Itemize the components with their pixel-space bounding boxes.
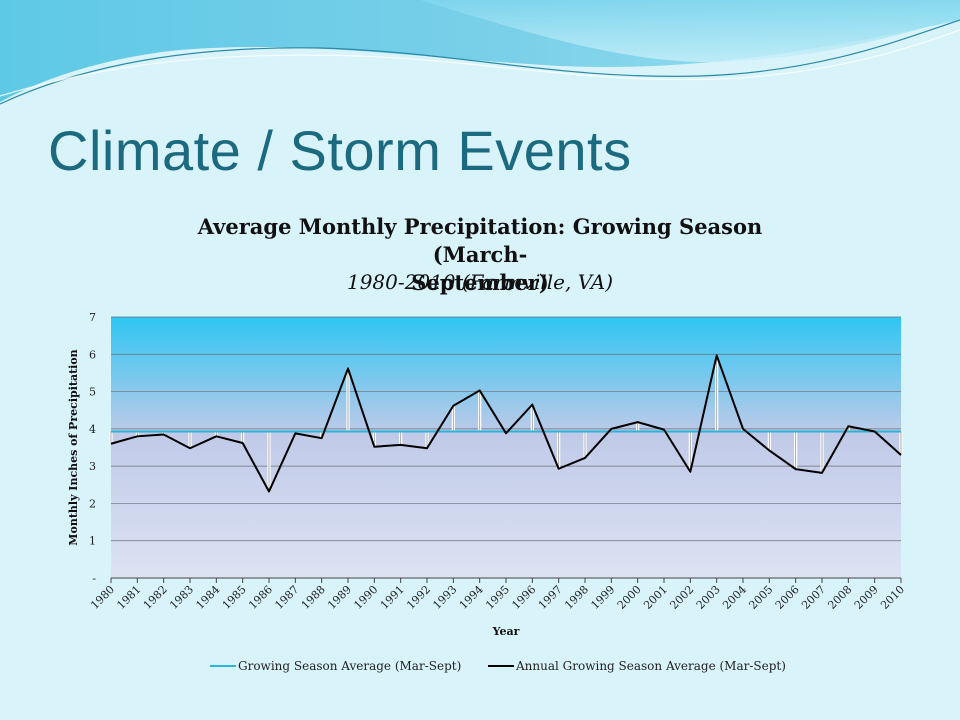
- x-tick-label: 1985: [220, 583, 249, 612]
- slide-title: Climate / Storm Events: [48, 119, 632, 182]
- y-tick-label: 7: [89, 311, 96, 324]
- x-tick-label: 1980: [88, 583, 117, 612]
- decorative-wave-header: [0, 0, 960, 105]
- x-tick-label: 2000: [615, 583, 644, 612]
- x-tick-label: 1989: [325, 583, 354, 612]
- legend-label: Annual Growing Season Average (Mar-Sept): [515, 659, 786, 673]
- gridlines: [111, 316, 901, 542]
- chart-subtitle: 1980-2010 (Farmville, VA): [346, 270, 614, 294]
- plot-area: [111, 317, 901, 578]
- y-tick-label: 4: [89, 423, 96, 436]
- x-tick-label: 1993: [430, 583, 459, 612]
- x-tick-label: 2003: [694, 583, 723, 612]
- y-tick-label: -: [92, 572, 96, 585]
- x-tick-label: 1982: [141, 583, 170, 612]
- x-tick-label: 1992: [404, 583, 433, 612]
- x-tick-label: 1988: [299, 583, 328, 612]
- y-tick-label: 6: [89, 348, 96, 361]
- y-axis-label: Monthly Inches of Precipitation: [67, 349, 80, 545]
- x-tick-label: 1999: [588, 583, 617, 612]
- x-tick-label: 2009: [852, 583, 881, 612]
- x-axis-label: Year: [492, 625, 520, 638]
- x-tick-label: 2008: [825, 583, 854, 612]
- x-tick-label: 1983: [167, 583, 196, 612]
- chart-title-line-2: September): [411, 270, 549, 295]
- y-tick-label: 3: [89, 460, 96, 473]
- x-tick-label: 1984: [193, 583, 222, 612]
- y-tick-label: 1: [89, 535, 96, 548]
- x-tick-label: 2005: [746, 583, 775, 612]
- legend: Growing Season Average (Mar-Sept) Annual …: [210, 659, 786, 673]
- x-tick-label: 2006: [773, 583, 802, 612]
- x-tick-label: 1998: [562, 583, 591, 612]
- x-tick-label: 2007: [799, 583, 828, 612]
- x-tick-label: 1986: [246, 583, 275, 612]
- x-tick-label: 1996: [509, 583, 538, 612]
- legend-label: Growing Season Average (Mar-Sept): [238, 659, 461, 673]
- x-tick-label: 1991: [378, 583, 407, 612]
- x-tick-label: 2002: [667, 583, 696, 612]
- x-tick-label: 1990: [351, 583, 380, 612]
- series-line-annual-growing-season-average: [110, 354, 902, 493]
- chart-title: Average Monthly Precipitation: Growing S…: [150, 213, 810, 297]
- series-lines: [110, 354, 902, 493]
- x-tick-label: 2010: [878, 583, 907, 612]
- x-axis-ticks: 1980198119821983198419851986198719881989…: [88, 578, 907, 612]
- x-tick-label: 1981: [114, 583, 143, 612]
- y-tick-label: 2: [89, 497, 96, 510]
- x-tick-label: 1995: [483, 583, 512, 612]
- x-tick-label: 1994: [457, 583, 486, 612]
- x-tick-label: 1997: [536, 583, 565, 612]
- x-tick-label: 2001: [641, 583, 670, 612]
- x-tick-label: 2004: [720, 583, 749, 612]
- x-tick-label: 1987: [272, 583, 301, 612]
- y-tick-label: 5: [89, 386, 96, 399]
- y-axis-ticks: - 1 2 3 4 5 6 7: [89, 311, 96, 585]
- chart-title-line-1: Average Monthly Precipitation: Growing S…: [197, 214, 763, 267]
